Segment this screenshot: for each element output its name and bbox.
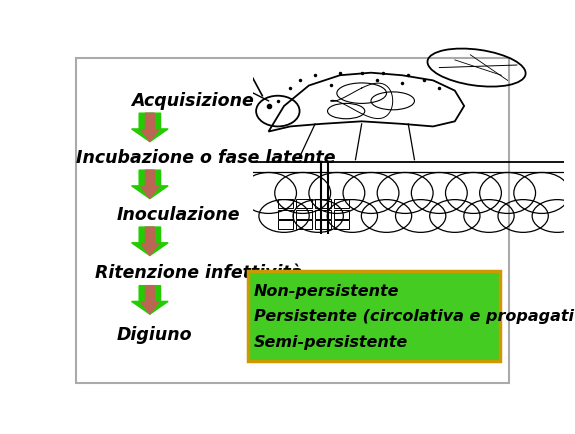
Bar <box>315 200 331 209</box>
Text: Inoculazione: Inoculazione <box>117 205 240 223</box>
FancyArrow shape <box>132 114 168 142</box>
Text: Persistente (circolativa e propagativa): Persistente (circolativa e propagativa) <box>254 309 575 324</box>
Text: Semi-persistente: Semi-persistente <box>254 334 408 349</box>
FancyArrow shape <box>141 114 159 142</box>
Bar <box>315 220 331 229</box>
Text: Incubazione o fase latente: Incubazione o fase latente <box>76 148 335 166</box>
Bar <box>278 200 293 209</box>
Text: Acquisizione: Acquisizione <box>131 92 254 109</box>
FancyArrow shape <box>132 171 168 199</box>
Bar <box>334 210 349 219</box>
Bar <box>278 210 293 219</box>
Text: Digiuno: Digiuno <box>117 326 192 343</box>
Text: Ritenzione infettività: Ritenzione infettività <box>95 264 302 282</box>
Bar <box>248 271 500 361</box>
Bar <box>315 210 331 219</box>
Bar <box>334 200 349 209</box>
FancyArrow shape <box>132 286 168 314</box>
Bar <box>297 200 312 209</box>
Bar <box>334 220 349 229</box>
Bar <box>297 220 312 229</box>
Bar <box>278 220 293 229</box>
FancyArrow shape <box>141 227 159 256</box>
FancyArrow shape <box>141 286 159 314</box>
Text: Non-persistente: Non-persistente <box>254 283 399 298</box>
FancyArrow shape <box>141 171 159 199</box>
FancyArrow shape <box>132 227 168 256</box>
Bar <box>297 210 312 219</box>
